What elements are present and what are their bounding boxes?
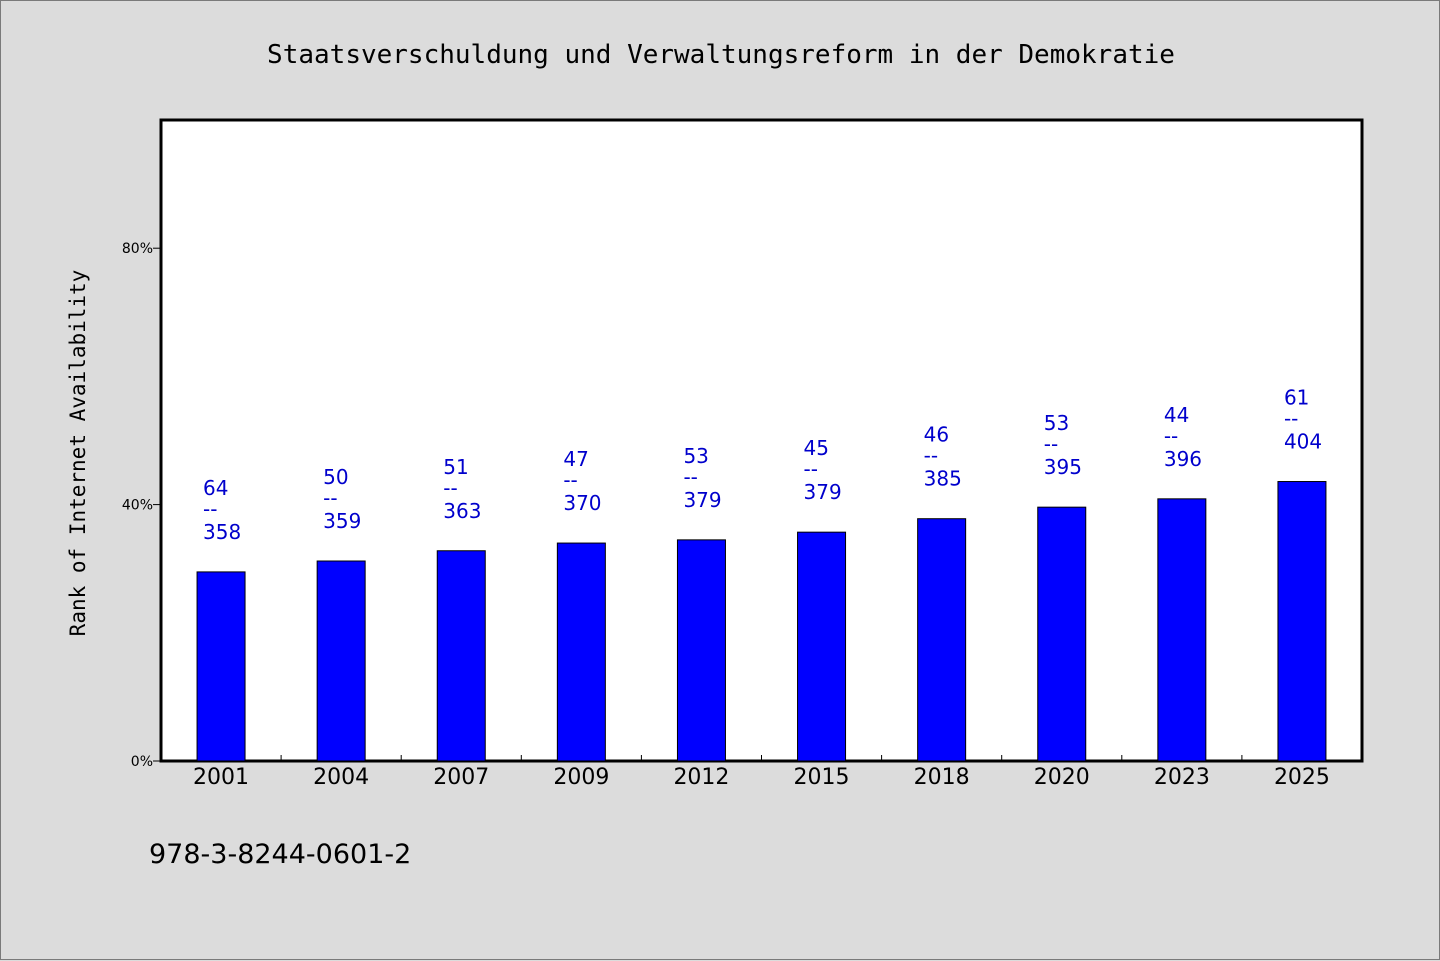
data-label-sep: -- [1284, 407, 1298, 431]
x-tick-label: 2012 [673, 765, 729, 790]
data-label-bottom: 385 [924, 467, 962, 491]
y-axis-ticks: 0% 40% 80% [122, 241, 161, 770]
bar-2009 [556, 542, 606, 762]
data-label-bottom: 363 [443, 499, 481, 523]
y-tick-label: 0% [131, 754, 153, 770]
x-tick-label: 2023 [1154, 765, 1210, 790]
data-label-top: 64 [203, 476, 228, 500]
data-label-top: 53 [1044, 411, 1069, 435]
data-label-sep: -- [203, 497, 217, 521]
data-label-bottom: 396 [1164, 447, 1202, 471]
x-tick-label: 2015 [794, 765, 850, 790]
data-label-sep: -- [683, 465, 697, 489]
bar-2004 [316, 560, 366, 762]
data-label-top: 53 [683, 444, 708, 468]
data-label-bottom: 359 [323, 509, 361, 533]
data-label-bottom: 379 [683, 488, 721, 512]
x-tick-label: 2001 [193, 765, 249, 790]
data-label-sep: -- [1044, 432, 1058, 456]
data-label-sep: -- [804, 457, 818, 481]
data-label-sep: -- [443, 476, 457, 500]
data-label-bottom: 395 [1044, 455, 1082, 479]
bar-2020 [1037, 506, 1087, 762]
data-label-bottom: 370 [563, 491, 601, 515]
y-tick-label: 40% [122, 498, 153, 514]
data-label-top: 61 [1284, 386, 1309, 410]
data-label-top: 44 [1164, 403, 1189, 427]
bar-2025 [1277, 481, 1327, 762]
bar-2001 [196, 571, 246, 762]
x-tick-label: 2020 [1034, 765, 1090, 790]
x-tick-label: 2009 [553, 765, 609, 790]
data-label-sep: -- [323, 486, 337, 510]
x-axis-ticks: 2001 2004 2007 2009 2012 2015 2018 2020 2023 2025 [193, 755, 1330, 790]
data-label-top: 47 [563, 447, 588, 471]
data-label-sep: -- [924, 444, 938, 468]
y-axis-label: Rank of Internet Availability [66, 270, 90, 637]
data-label-top: 46 [924, 423, 949, 447]
data-label-bottom: 404 [1284, 430, 1322, 454]
data-label-top: 51 [443, 455, 468, 479]
y-tick-label: 80% [122, 241, 153, 257]
bar-2007 [436, 550, 486, 762]
x-tick-label: 2007 [433, 765, 489, 790]
x-tick-label: 2004 [313, 765, 369, 790]
bars-group [196, 481, 1327, 762]
x-tick-label: 2025 [1274, 765, 1330, 790]
data-label-sep: -- [1164, 424, 1178, 448]
data-label-bottom: 379 [804, 480, 842, 504]
chart-title: Staatsverschuldung und Verwaltungsreform… [267, 40, 1175, 70]
bar-2015 [797, 531, 847, 762]
data-label-top: 50 [323, 465, 348, 489]
data-label-bottom: 358 [203, 520, 241, 544]
bar-2023 [1157, 498, 1207, 762]
footnote-isbn: 978-3-8244-0601-2 [149, 839, 411, 870]
bar-2012 [676, 539, 726, 762]
data-label-sep: -- [563, 468, 577, 492]
data-labels-group: 64--35850--35951--36347--37053--37945--3… [203, 386, 1322, 544]
data-label-top: 45 [804, 436, 829, 460]
x-tick-label: 2018 [914, 765, 970, 790]
bar-2018 [917, 518, 967, 762]
